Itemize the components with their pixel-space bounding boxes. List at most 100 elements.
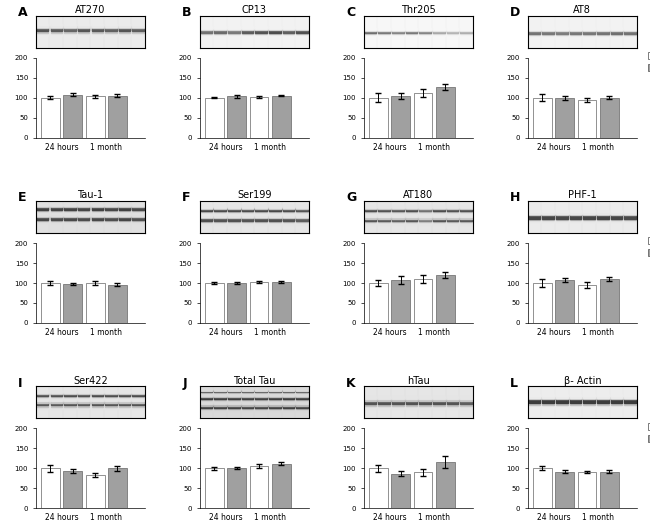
Bar [543,399,554,401]
Text: H: H [510,191,521,204]
Bar [296,210,308,211]
Bar [447,220,458,221]
Bar [133,34,144,36]
Bar [78,213,89,214]
Bar [201,216,213,218]
Bar [105,205,116,206]
Bar [419,397,431,399]
Bar [242,35,254,37]
Bar [378,30,390,31]
Bar [529,406,540,408]
Bar [529,219,540,220]
Bar [296,219,308,221]
Bar [92,408,103,409]
Bar [556,28,567,30]
Bar [37,221,48,223]
Bar [214,394,226,395]
Bar [228,393,240,395]
Bar [611,36,622,37]
Bar [37,392,48,394]
Bar [51,403,62,405]
Bar [447,206,458,208]
Bar [365,403,376,406]
Bar [529,405,540,406]
Bar [105,396,116,397]
Bar [37,392,48,393]
Bar [92,217,103,219]
Bar [119,212,130,213]
Bar [433,31,445,32]
Bar [419,33,431,35]
Bar [119,392,130,393]
Bar [255,405,267,407]
Bar [78,396,89,397]
Bar [584,32,595,34]
Bar [392,405,404,407]
Bar [611,220,622,222]
Bar [365,206,376,208]
Bar [533,283,552,323]
Bar [105,31,116,32]
Bar [92,32,103,34]
Bar [51,205,62,206]
Bar [64,205,75,206]
Bar [51,402,62,404]
Bar [433,407,445,409]
Bar [269,388,281,389]
Bar [570,31,581,32]
Bar [255,397,267,398]
Bar [228,218,240,220]
Bar [611,27,622,29]
Bar [570,397,581,399]
Bar [447,207,458,209]
Bar [92,401,103,402]
Bar [37,406,48,408]
Bar [406,403,417,406]
Bar [214,205,226,207]
Bar [214,222,226,224]
Bar [378,209,390,211]
Bar [92,394,103,395]
Bar [105,220,116,221]
Bar [529,396,540,398]
Bar [119,394,130,395]
Bar [214,392,226,394]
Bar [597,406,608,408]
Bar [92,28,103,30]
Bar [296,26,308,28]
Bar [37,29,48,31]
Bar [269,30,281,31]
Bar [37,219,48,220]
Bar [269,26,281,28]
Bar [133,219,144,220]
Bar [269,208,281,209]
Bar [133,207,144,209]
Bar [529,35,540,36]
Bar [51,213,62,214]
Bar [255,27,267,29]
Bar [201,407,213,408]
Bar [64,392,75,394]
Bar [556,215,567,217]
Bar [365,400,376,402]
Bar [201,211,213,212]
Bar [37,24,48,25]
Bar [392,214,404,216]
Bar [556,406,567,408]
Bar [51,396,62,398]
Bar [78,24,89,25]
Bar [378,206,390,208]
Bar [78,31,89,32]
Bar [78,26,89,28]
Text: L: L [510,377,518,390]
Bar [242,223,254,225]
Bar [37,209,48,210]
Bar [105,24,116,25]
Bar [228,398,240,399]
Bar [433,402,445,404]
Title: PHF-1: PHF-1 [568,190,597,200]
Bar [597,219,608,220]
Bar [214,212,226,213]
Bar [119,209,130,210]
Bar [419,207,431,209]
